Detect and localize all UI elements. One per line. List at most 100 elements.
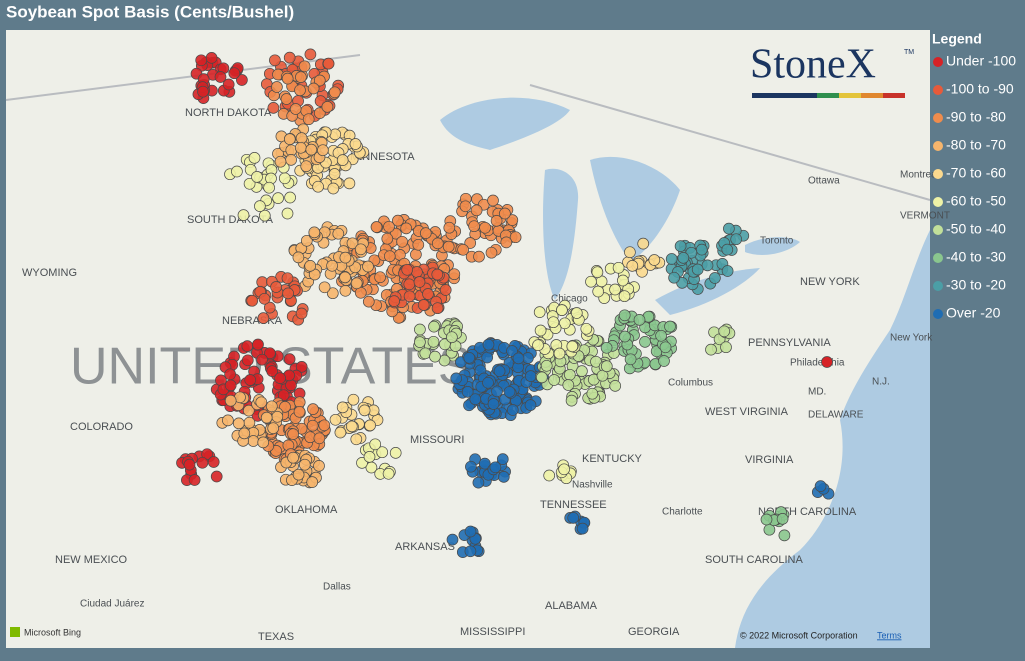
basis-dot [489,461,502,474]
basis-dot [328,168,341,180]
basis-dot [376,446,389,459]
basis-dot [461,386,474,398]
basis-dot [280,93,293,105]
basis-dot [648,254,661,266]
basis-dot [363,451,376,463]
basis-dot [281,272,294,285]
lake [655,268,760,315]
basis-dot [695,243,708,256]
basis-dot [277,389,290,402]
basis-dot [677,252,690,264]
basis-dot [265,400,278,413]
map-label: NORTH DAKOTA [185,107,272,119]
basis-dot [665,253,678,265]
basis-dot [443,221,456,234]
basis-dot [709,272,721,284]
map-label: MISSOURI [410,434,464,446]
basis-dot [481,351,494,364]
basis-dot [251,171,263,183]
legend: Under -100 -100 to -90 -90 to -80 -80 to -7… [933,53,1016,321]
basis-dot [244,374,257,386]
basis-dot [396,235,408,248]
basis-dot [258,209,271,222]
basis-dot [232,417,245,430]
basis-dot [547,316,560,329]
basis-dot [524,399,537,411]
basis-dot [347,393,360,406]
map-label: WEST VIRGINIA [705,406,789,418]
basis-dot [431,302,444,315]
logo-bar [752,93,817,98]
basis-dot [294,84,306,97]
basis-dot [411,266,423,278]
basis-dot [295,71,307,83]
basis-dot [419,227,432,239]
basis-dot [730,233,743,246]
basis-dot [566,340,579,353]
basis-dot [224,379,237,392]
basis-dot [242,404,255,417]
basis-dot [585,275,597,288]
basis-dot [556,304,568,316]
basis-dot [723,222,735,235]
logo-bar [817,93,839,98]
map-label: Chicago [551,294,588,305]
basis-dot [392,214,404,227]
basis-dot [292,468,305,481]
basis-dot [281,72,294,85]
basis-dot [358,404,371,417]
basis-dot [760,513,773,526]
map-label: MISSISSIPPI [460,626,525,638]
basis-dot [381,232,394,245]
basis-dot [305,143,318,156]
basis-dot [207,456,220,468]
dots [176,48,835,558]
basis-dot [304,48,317,61]
basis-dot [248,152,261,164]
basis-dot [374,271,386,284]
basis-dot [427,335,440,348]
map-label: ALABAMA [545,600,598,612]
basis-dot [720,341,732,354]
basis-dot [298,458,311,471]
legend-swatch [933,309,943,319]
basis-dot [287,428,299,440]
legend-label: -100 to -90 [946,81,1014,97]
basis-dot [417,299,430,311]
basis-dot [258,292,271,305]
basis-dot [295,361,308,373]
terms-link[interactable]: Terms [877,630,902,640]
basis-dot [524,370,537,382]
legend-swatch [933,57,943,67]
basis-dot [269,54,281,67]
basis-dot [778,529,791,542]
basis-dot [478,457,491,470]
basis-dot [196,456,209,469]
basis-dot [565,394,578,407]
basis-dot [336,401,349,414]
basis-dot [283,133,296,145]
basis-dot [383,220,395,233]
basis-dot [459,200,472,213]
basis-dot [350,277,363,290]
basis-dot [563,368,576,381]
basis-dot [256,353,268,366]
basis-dot [548,374,560,386]
legend-swatch [933,281,943,291]
basis-dot [497,471,510,483]
basis-dot [336,154,349,166]
basis-dot [321,101,334,113]
basis-dot [383,250,396,263]
map-label: TENNESSEE [540,499,607,511]
basis-dot [252,338,264,351]
map-label: New York [890,333,933,344]
map-label: Columbus [668,378,713,389]
basis-dot [266,365,279,377]
basis-dot [307,403,319,415]
basis-dot [256,276,269,288]
basis-dot [536,371,548,384]
legend-swatch [933,197,943,207]
copyright: © 2022 Microsoft Corporation [740,630,858,640]
basis-dot [442,240,455,253]
